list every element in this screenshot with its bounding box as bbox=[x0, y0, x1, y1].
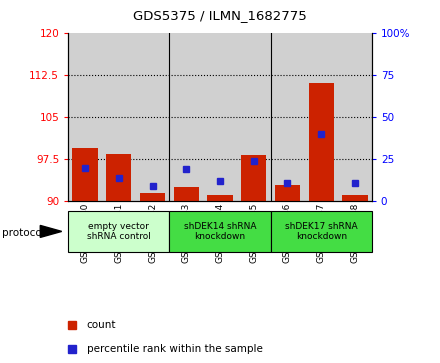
Bar bbox=[169, 33, 203, 201]
Bar bbox=[338, 33, 372, 201]
Bar bbox=[169, 211, 271, 252]
Bar bbox=[271, 211, 372, 252]
Text: count: count bbox=[87, 321, 116, 330]
Bar bbox=[308, 83, 334, 201]
Text: empty vector
shRNA control: empty vector shRNA control bbox=[87, 222, 151, 241]
Bar bbox=[174, 187, 199, 201]
Bar bbox=[102, 33, 136, 201]
Bar bbox=[207, 195, 233, 201]
Bar bbox=[140, 193, 165, 201]
Bar bbox=[304, 33, 338, 201]
Text: GDS5375 / ILMN_1682775: GDS5375 / ILMN_1682775 bbox=[133, 9, 307, 22]
Polygon shape bbox=[40, 225, 62, 237]
Text: percentile rank within the sample: percentile rank within the sample bbox=[87, 344, 263, 354]
Bar bbox=[68, 33, 102, 201]
Bar bbox=[241, 155, 266, 201]
Bar bbox=[237, 33, 271, 201]
Bar bbox=[271, 33, 304, 201]
Bar bbox=[136, 33, 169, 201]
Text: shDEK14 shRNA
knockdown: shDEK14 shRNA knockdown bbox=[184, 222, 256, 241]
Bar bbox=[342, 195, 367, 201]
Bar bbox=[275, 185, 300, 201]
Bar bbox=[73, 148, 98, 201]
Bar bbox=[203, 33, 237, 201]
Text: protocol: protocol bbox=[2, 228, 45, 238]
Text: shDEK17 shRNA
knockdown: shDEK17 shRNA knockdown bbox=[285, 222, 358, 241]
Bar bbox=[106, 154, 132, 201]
Bar bbox=[68, 211, 169, 252]
